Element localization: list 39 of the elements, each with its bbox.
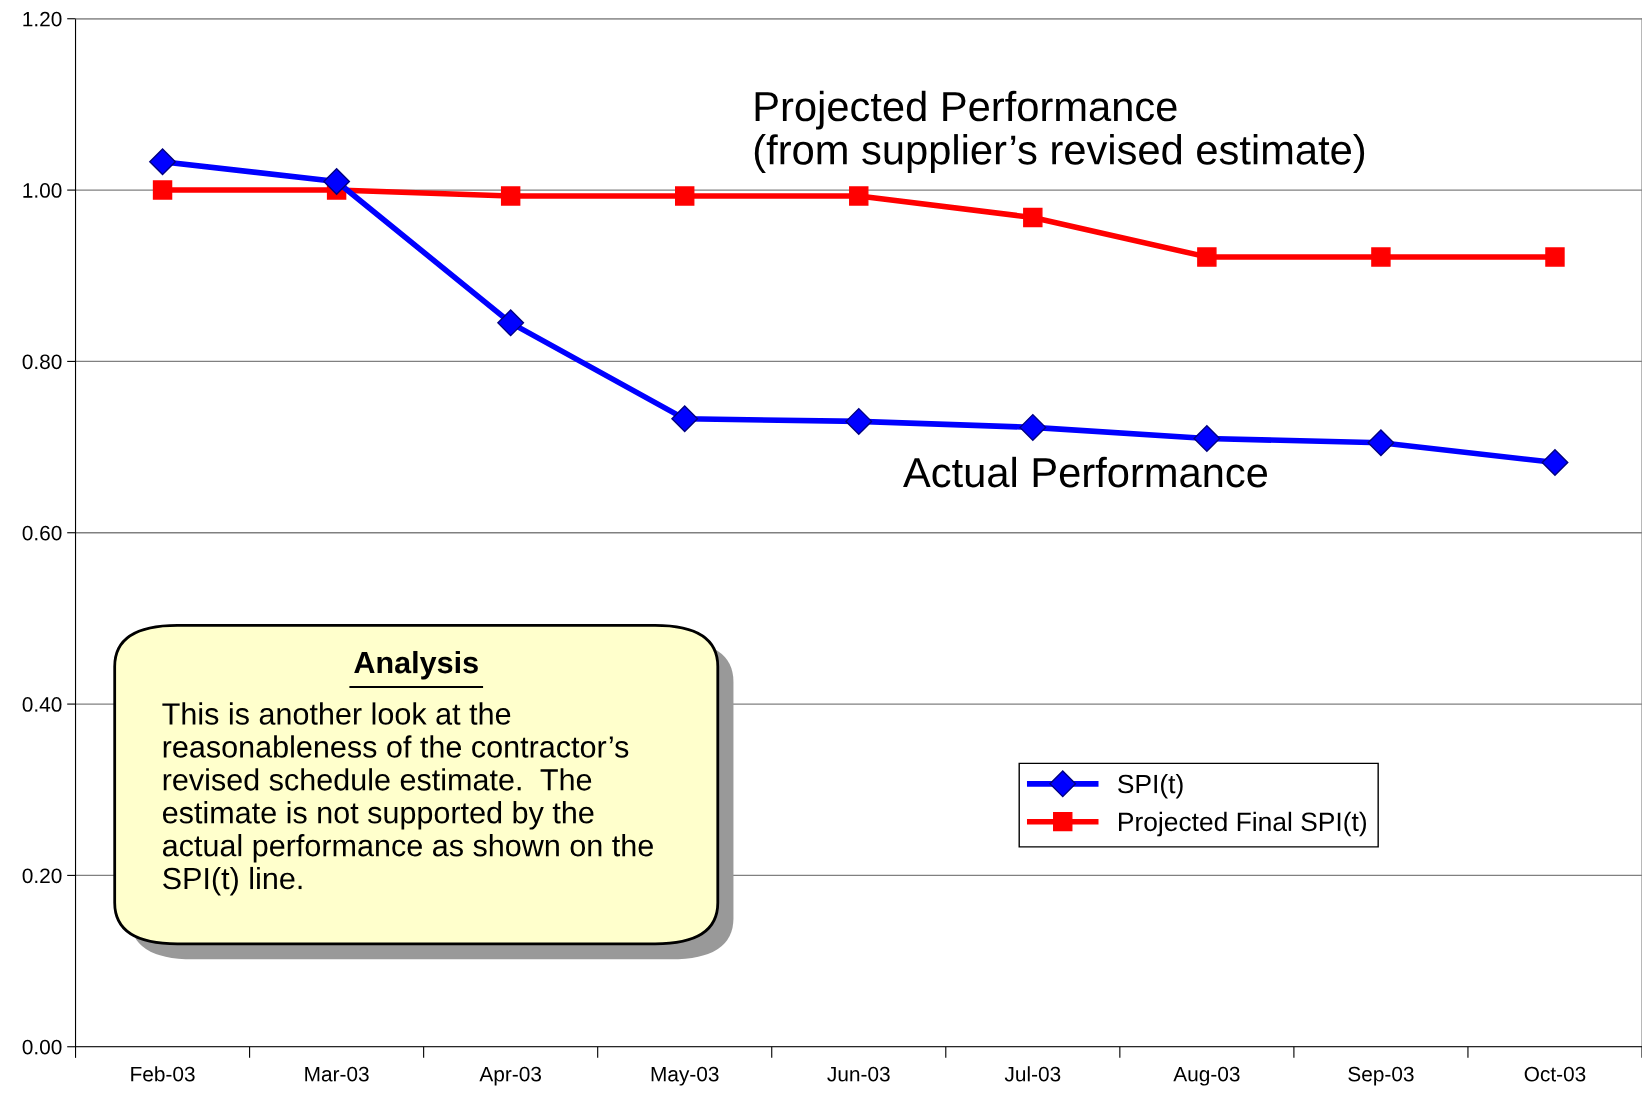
annotation: Actual Performance xyxy=(903,456,1268,488)
point xyxy=(497,309,525,337)
y-tick-label: 0.00 xyxy=(22,1039,62,1055)
point xyxy=(845,407,873,435)
x-tick-label: Feb-03 xyxy=(131,1066,195,1082)
y-tick-label: 1.00 xyxy=(23,183,62,198)
legend-label: SPI(t) xyxy=(1118,773,1183,799)
y-tick-label: 0.80 xyxy=(22,354,62,370)
point xyxy=(849,186,869,206)
x-tick-label: Oct-03 xyxy=(1524,1066,1586,1082)
y-tick-label: 1.20 xyxy=(23,11,62,27)
point xyxy=(1371,247,1391,267)
annotation: Analysis xyxy=(354,650,478,680)
point xyxy=(1545,247,1565,267)
x-tick-label: Apr-03 xyxy=(479,1066,542,1086)
x-tick-label: Jun-03 xyxy=(827,1066,890,1082)
point xyxy=(1541,449,1569,476)
point xyxy=(1197,247,1217,267)
point xyxy=(323,168,351,195)
y-tick-label: 0.60 xyxy=(22,525,62,541)
point xyxy=(1023,207,1043,228)
point xyxy=(152,180,173,200)
point xyxy=(1019,413,1047,441)
x-tick-label: May-03 xyxy=(651,1066,719,1086)
point xyxy=(1367,429,1395,457)
annotation: Projected Performance (from supplier’s revised estimate) xyxy=(754,90,1365,173)
annotation: This is another look at the reasonableness of the contractor’s revised schedule estimate. The estimate is not supported by the actual performance as shown on the SPI(t) line. xyxy=(162,702,653,896)
point xyxy=(500,186,521,206)
x-tick-label: Aug-03 xyxy=(1173,1066,1240,1086)
point xyxy=(149,148,177,176)
x-tick-label: Mar-03 xyxy=(305,1066,369,1082)
x-tick-label: Sep-03 xyxy=(1348,1066,1414,1086)
point xyxy=(674,186,695,206)
point xyxy=(1193,425,1221,452)
legend-label: Projected Final SPI(t) xyxy=(1119,811,1366,837)
y-tick-label: 0.20 xyxy=(22,868,62,884)
x-tick-label: Jul-03 xyxy=(1004,1066,1061,1082)
y-tick-label: 0.40 xyxy=(22,697,62,712)
point xyxy=(671,405,699,433)
